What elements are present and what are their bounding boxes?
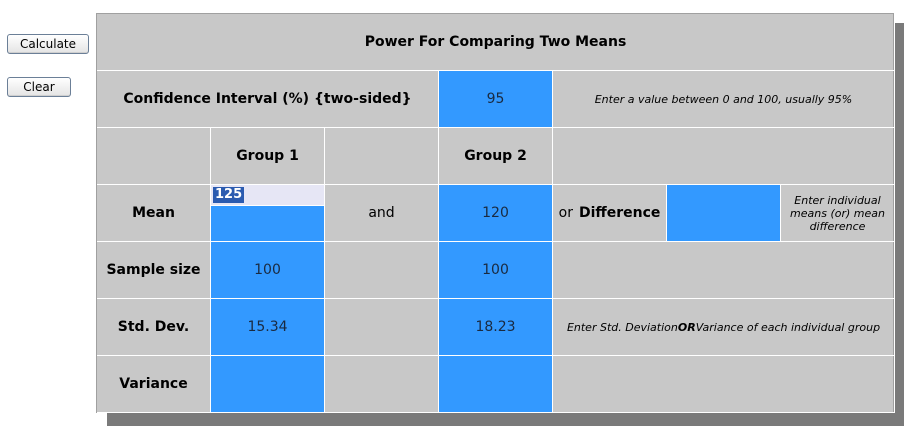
group1-header: Group 1 bbox=[211, 128, 325, 185]
clear-button[interactable]: Clear bbox=[7, 77, 71, 97]
calculate-button[interactable]: Calculate bbox=[7, 34, 89, 54]
mean-group1-input[interactable]: 125 bbox=[211, 185, 325, 242]
variance-group1-input[interactable] bbox=[211, 356, 325, 413]
difference-text: Difference bbox=[578, 205, 661, 221]
mean-group1-field[interactable]: 125 bbox=[211, 185, 324, 206]
mean-connector: and bbox=[325, 185, 439, 242]
confidence-hint: Enter a value between 0 and 100, usually… bbox=[553, 71, 895, 128]
header-right-empty bbox=[553, 128, 895, 185]
std-dev-hint-post: Variance of each individual group bbox=[695, 320, 881, 334]
std-dev-hint-or: OR bbox=[677, 320, 696, 334]
variance-label: Variance bbox=[97, 356, 211, 413]
sample-size-spacer bbox=[325, 242, 439, 299]
or-text: or bbox=[558, 205, 573, 221]
mean-hint: Enter individual means (or) mean differe… bbox=[781, 185, 895, 242]
sample-size-right-empty bbox=[553, 242, 895, 299]
power-calculator-form: Power For Comparing Two Means Confidence… bbox=[96, 13, 895, 413]
std-dev-spacer bbox=[325, 299, 439, 356]
difference-label: or Difference bbox=[553, 185, 667, 242]
sample-size-group1-input[interactable]: 100 bbox=[211, 242, 325, 299]
mean-label: Mean bbox=[97, 185, 211, 242]
mean-group1-fill bbox=[211, 206, 324, 241]
sample-size-label: Sample size bbox=[97, 242, 211, 299]
variance-group2-input[interactable] bbox=[439, 356, 553, 413]
form-title: Power For Comparing Two Means bbox=[97, 14, 895, 71]
confidence-input[interactable]: 95 bbox=[439, 71, 553, 128]
sample-size-group2-input[interactable]: 100 bbox=[439, 242, 553, 299]
variance-spacer bbox=[325, 356, 439, 413]
difference-input[interactable] bbox=[667, 185, 781, 242]
std-dev-label: Std. Dev. bbox=[97, 299, 211, 356]
confidence-label: Confidence Interval (%) {two-sided} bbox=[97, 71, 439, 128]
variance-right-empty bbox=[553, 356, 895, 413]
header-spacer bbox=[325, 128, 439, 185]
group2-header: Group 2 bbox=[439, 128, 553, 185]
std-dev-hint: Enter Std. Deviation OR Variance of each… bbox=[553, 299, 895, 356]
std-dev-group1-input[interactable]: 15.34 bbox=[211, 299, 325, 356]
mean-group1-selected-text: 125 bbox=[213, 187, 245, 203]
header-empty bbox=[97, 128, 211, 185]
mean-group2-input[interactable]: 120 bbox=[439, 185, 553, 242]
std-dev-hint-pre: Enter Std. Deviation bbox=[566, 320, 678, 334]
std-dev-group2-input[interactable]: 18.23 bbox=[439, 299, 553, 356]
